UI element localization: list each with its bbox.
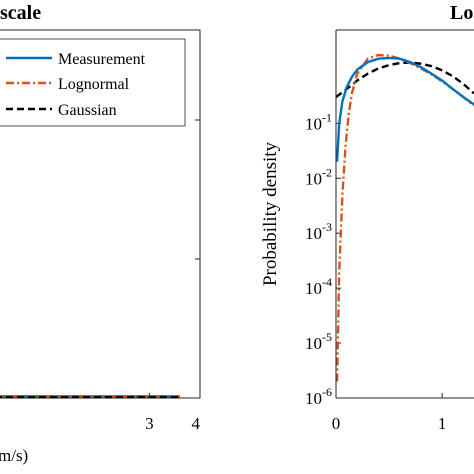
log-scale-panel: Lo Probability density 10-610-510-410-31… [260,2,474,433]
right-y-tick-label: 10-6 [305,385,332,408]
right-series-group [335,53,474,382]
left-x-tick-label: 4 [192,414,201,433]
legend-lognormal-label: Lognormal [58,76,130,93]
left-x-tick-label: 3 [145,414,154,433]
right-y-axis-label: Probability density [260,141,281,286]
right-series-lognormal-line [335,53,474,382]
right-y-tick-label: 10-3 [305,220,332,243]
legend-box [0,38,186,127]
legend-measurement-label: Measurement [58,51,146,68]
left-panel-title: scale [0,2,41,24]
right-x-tick-label: 1 [438,414,447,433]
left-series-group [0,395,180,399]
right-y-tick-label: 10-4 [305,275,332,298]
right-y-tick-label: 10-1 [305,110,332,133]
right-series-measurement-line [335,56,474,162]
right-y-tick-label: 10-5 [305,330,332,353]
right-x-tick-label: 0 [332,414,341,433]
left-x-axis-label: m/s) [0,446,28,465]
legend-gaussian-label: Gaussian [58,102,117,119]
legend: Measurement Lognormal Gaussian [0,38,186,127]
right-panel-title: Lo [450,2,473,24]
right-y-tick-label: 10-2 [305,165,332,188]
right-series-gaussian-line [335,61,474,99]
right-axis-ticks: 10-6 10-5 10-4 10-3 10-2 10-1 0 1 [305,110,446,433]
